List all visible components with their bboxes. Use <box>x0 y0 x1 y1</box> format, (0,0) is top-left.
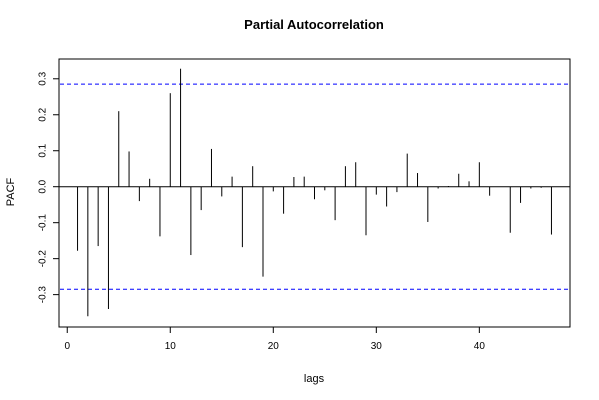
y-tick-label: -0.1 <box>38 214 49 232</box>
x-axis-label: lags <box>304 373 325 385</box>
y-tick-label: 0.0 <box>38 179 49 193</box>
x-tick-label: 10 <box>165 341 177 352</box>
y-axis-label: PACF <box>5 177 17 206</box>
y-tick-label: 0.3 <box>38 71 49 85</box>
y-tick-label: 0.1 <box>38 143 49 157</box>
x-tick-label: 40 <box>474 341 486 352</box>
y-axis: -0.3 -0.2 -0.1 0.0 0.1 0.2 0.3 <box>38 71 60 303</box>
x-tick-label: 30 <box>371 341 383 352</box>
confidence-bounds <box>60 83 569 290</box>
y-tick-label: -0.3 <box>38 286 49 304</box>
y-tick-label: -0.2 <box>38 250 49 268</box>
x-axis: 0 10 20 30 40 <box>64 326 486 352</box>
x-tick-label: 20 <box>268 341 280 352</box>
y-tick-label: 0.2 <box>38 107 49 121</box>
x-tick-label: 0 <box>64 341 70 352</box>
chart-title: Partial Autocorrelation <box>244 17 384 32</box>
pacf-bars <box>77 68 552 317</box>
